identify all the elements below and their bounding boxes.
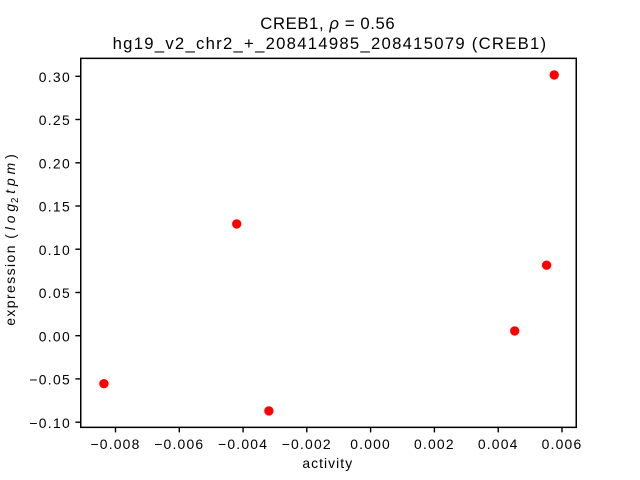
svg-text:−0.006: −0.006 [154, 436, 204, 452]
svg-text:0.10: 0.10 [39, 242, 71, 258]
svg-text:0.15: 0.15 [39, 199, 71, 215]
svg-text:0.00: 0.00 [39, 328, 71, 344]
svg-text:−0.004: −0.004 [218, 436, 268, 452]
svg-text:0.006: 0.006 [542, 436, 583, 452]
svg-text:CREB1, ρ = 0.56: CREB1, ρ = 0.56 [260, 14, 395, 33]
svg-text:activity: activity [302, 455, 353, 471]
svg-text:−0.002: −0.002 [282, 436, 332, 452]
svg-text:0.20: 0.20 [39, 156, 71, 172]
svg-text:0.30: 0.30 [39, 69, 71, 85]
svg-text:−0.10: −0.10 [29, 415, 71, 431]
svg-text:0.25: 0.25 [39, 112, 71, 128]
svg-text:−0.008: −0.008 [90, 436, 140, 452]
svg-text:−0.05: −0.05 [29, 372, 71, 388]
svg-text:hg19_v2_chr2_+_208414985_20841: hg19_v2_chr2_+_208414985_208415079 (CREB… [113, 34, 548, 53]
svg-text:0.002: 0.002 [414, 436, 455, 452]
svg-text:0.05: 0.05 [39, 285, 71, 301]
svg-text:0.004: 0.004 [478, 436, 519, 452]
svg-text:0.000: 0.000 [350, 436, 391, 452]
